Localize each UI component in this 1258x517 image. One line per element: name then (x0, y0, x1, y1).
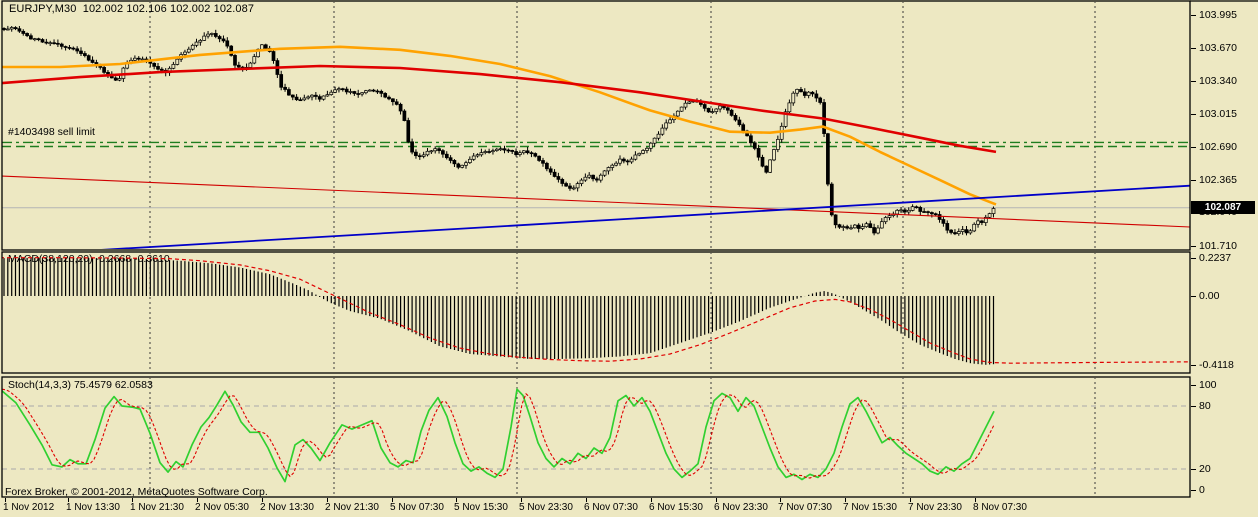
time-axis-label: 1 Nov 13:30 (66, 502, 120, 513)
axis-tick (780, 498, 781, 502)
time-axis-label: 7 Nov 15:30 (843, 502, 897, 513)
macd-axis-label: -0.4118 (1199, 359, 1234, 371)
descending-trendline (2, 175, 1190, 228)
price-axis-label: 103.670 (1199, 42, 1237, 54)
macd-signal-line (2, 257, 1190, 364)
stoch-axis-label: 20 (1199, 463, 1211, 475)
copyright-label: Forex Broker, © 2001-2012, MetaQuotes So… (5, 486, 268, 498)
time-axis-label: 8 Nov 07:30 (973, 502, 1027, 513)
stoch-signal-line (2, 388, 995, 479)
stoch-main-line (2, 388, 995, 483)
macd-panel (2, 253, 1190, 372)
macd-axis-label: 0.2237 (1199, 252, 1232, 264)
symbol-period-label: EURJPY,M30 (9, 3, 77, 15)
axis-tick (68, 498, 69, 502)
axis-tick (262, 498, 263, 502)
price-axis-label: 102.365 (1199, 174, 1237, 186)
axis-tick (521, 498, 522, 502)
axis-tick (1191, 48, 1196, 49)
axis-tick (1191, 469, 1196, 470)
axis-tick (1191, 365, 1196, 366)
axis-tick (1191, 490, 1196, 491)
time-axis-label: 1 Nov 2012 (3, 502, 55, 513)
time-axis-label: 2 Nov 05:30 (195, 502, 249, 513)
macd-axis-label: 0.00 (1199, 290, 1220, 302)
axis-tick (392, 498, 393, 502)
price-axis-label: 103.015 (1199, 108, 1237, 120)
axis-tick (1191, 246, 1196, 247)
axis-tick (1191, 114, 1196, 115)
main-chart-panel (2, 2, 1190, 249)
sell-limit-order-label: #1403498 sell limit (8, 126, 95, 138)
time-axis-label: 1 Nov 21:30 (130, 502, 184, 513)
axis-tick (845, 498, 846, 502)
axis-tick (975, 498, 976, 502)
time-axis-label: 2 Nov 21:30 (325, 502, 379, 513)
axis-tick (1191, 406, 1196, 407)
axis-tick (1191, 15, 1196, 16)
axis-tick (197, 498, 198, 502)
last-price-marker: 102.087 (1191, 201, 1255, 214)
ascending-trendline (101, 184, 1190, 249)
ma-orange-line (2, 45, 997, 206)
axis-tick (651, 498, 652, 502)
stoch-panel (2, 378, 1190, 496)
price-axis-label: 101.710 (1199, 240, 1237, 252)
time-axis-label: 7 Nov 07:30 (778, 502, 832, 513)
price-axis-label: 103.995 (1199, 9, 1237, 21)
stoch-axis-label: 80 (1199, 400, 1211, 412)
time-axis-label: 6 Nov 23:30 (714, 502, 768, 513)
stoch-axis-label: 0 (1199, 484, 1205, 496)
axis-tick (1191, 81, 1196, 82)
time-axis-label: 6 Nov 15:30 (649, 502, 703, 513)
axis-tick (1191, 258, 1196, 259)
stoch-axis-label: 100 (1199, 379, 1217, 391)
axis-tick (1191, 147, 1196, 148)
time-axis-label: 5 Nov 15:30 (454, 502, 508, 513)
axis-tick (5, 498, 6, 502)
time-axis-label: 5 Nov 23:30 (519, 502, 573, 513)
axis-tick (586, 498, 587, 502)
time-axis-label: 6 Nov 07:30 (584, 502, 638, 513)
ma-red-line (2, 64, 997, 154)
axis-tick (132, 498, 133, 502)
ohlc-values-label: 102.002 102.106 102.002 102.087 (82, 3, 255, 15)
price-axis-label: 103.340 (1199, 75, 1237, 87)
stoch-indicator-label: Stoch(14,3,3) 75.4579 62.0583 (8, 379, 153, 391)
price-axis-label: 102.690 (1199, 141, 1237, 153)
axis-tick (1191, 296, 1196, 297)
time-axis-label: 5 Nov 07:30 (390, 502, 444, 513)
axis-tick (456, 498, 457, 502)
symbol-header: EURJPY,M30 102.002 102.106 102.002 102.0… (9, 3, 254, 15)
time-axis-label: 7 Nov 23:30 (908, 502, 962, 513)
axis-tick (1191, 385, 1196, 386)
time-axis-label: 2 Nov 13:30 (260, 502, 314, 513)
axis-tick (327, 498, 328, 502)
axis-tick (910, 498, 911, 502)
axis-tick (1191, 180, 1196, 181)
axis-tick (716, 498, 717, 502)
